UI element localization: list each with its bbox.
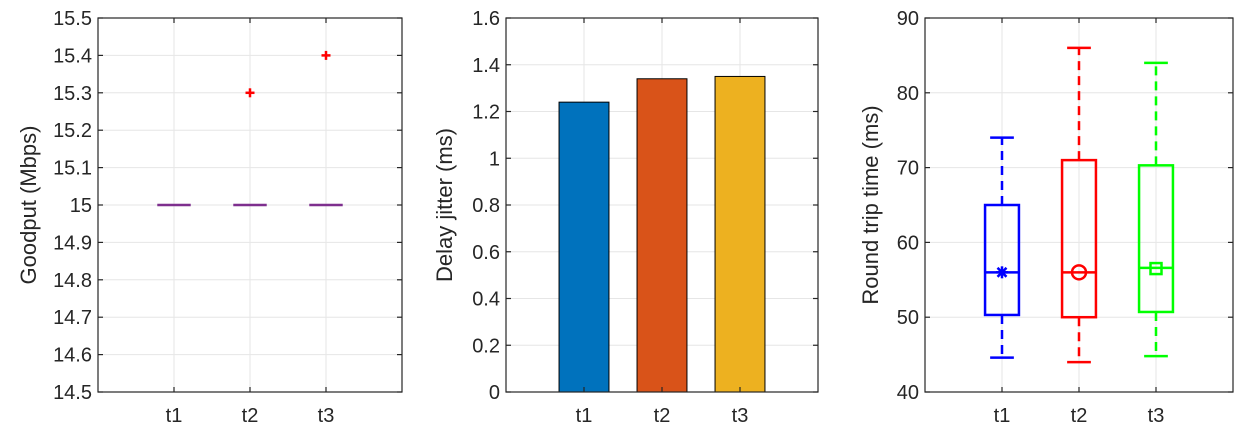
goodput-y-axis-label: Goodput (Mbps)	[16, 126, 41, 285]
box-t1-mean-marker-stroke	[996, 266, 1008, 278]
goodput-ticks: 14.5 14.6 14.7 14.8 14.9 15 15.1 15.2 15.3 15.4 15…	[53, 8, 402, 427]
jitter-ticks: 0 0.2 0.4 0.6 0.8 1 1.2 1.4 1.6 t1 t2 t3	[472, 8, 818, 427]
goodput-ytick-label: 15.1	[53, 158, 92, 180]
goodput-ytick-label: 15.2	[53, 120, 92, 142]
rtt-ytick-label: 60	[897, 232, 919, 254]
goodput-ytick-label: 14.6	[53, 345, 92, 367]
jitter-ytick-label: 0.8	[472, 195, 500, 217]
box-t2-iqr-box	[1060, 158, 1098, 319]
goodput-ytick-label: 15.4	[53, 45, 92, 67]
jitter-xtick-label: t3	[732, 405, 749, 427]
goodput-ytick-label: 15.5	[53, 8, 92, 30]
box-t3-mean-marker	[1149, 261, 1163, 276]
rtt-y-axis-label: Round trip time (ms)	[858, 105, 883, 304]
goodput-boxes	[157, 50, 343, 207]
jitter-ytick-label: 0.6	[472, 242, 500, 264]
box-t2-outlier	[245, 88, 255, 98]
jitter-ytick-label: 1.4	[472, 55, 500, 77]
delay-jitter-bar-panel: 0 0.2 0.4 0.6 0.8 1 1.2 1.4 1.6 t1 t2 t3 Delay jitt…	[432, 8, 819, 427]
rtt-ytick-label: 40	[897, 382, 919, 404]
bar-t1	[558, 101, 610, 393]
goodput-xtick-label: t1	[166, 405, 183, 427]
goodput-ytick-label: 15	[70, 195, 92, 217]
goodput-ytick-label: 14.9	[53, 232, 92, 254]
goodput-ytick-label: 14.5	[53, 382, 92, 404]
jitter-xtick-label: t2	[654, 405, 671, 427]
box-t1-iqr-box	[983, 203, 1021, 317]
goodput-ytick-label: 14.7	[53, 307, 92, 329]
jitter-ytick-label: 1.2	[472, 102, 500, 124]
goodput-ytick-label: 14.8	[53, 270, 92, 292]
rtt-xtick-label: t3	[1148, 405, 1165, 427]
rtt-ytick-label: 80	[897, 83, 919, 105]
rtt-xtick-label: t1	[994, 405, 1011, 427]
jitter-ytick-label: 0.4	[472, 289, 500, 311]
rtt-ytick-label: 90	[897, 8, 919, 30]
rtt-xtick-label: t2	[1071, 405, 1088, 427]
bar-t2	[636, 78, 688, 393]
rtt-ticks: 40 50 60 70 80 90 t1 t2 t3	[897, 8, 1233, 427]
rtt-ytick-label: 70	[897, 158, 919, 180]
goodput-boxplot-panel: 14.5 14.6 14.7 14.8 14.9 15 15.1 15.2 15.3 15.4 15…	[16, 8, 403, 427]
jitter-ytick-label: 1	[489, 148, 500, 170]
goodput-xtick-label: t3	[318, 405, 335, 427]
bar-t3	[714, 75, 766, 393]
jitter-y-axis-label: Delay jitter (ms)	[432, 128, 457, 282]
goodput-ytick-label: 15.3	[53, 83, 92, 105]
rtt-boxes	[983, 46, 1175, 364]
jitter-ytick-label: 1.6	[472, 8, 500, 30]
box-t3-iqr-box	[1137, 164, 1175, 314]
jitter-xtick-label: t1	[576, 405, 593, 427]
box-t1-mean-marker	[996, 266, 1008, 279]
jitter-ytick-label: 0	[489, 382, 500, 404]
rtt-ytick-label: 50	[897, 307, 919, 329]
box-t3-outlier	[321, 50, 331, 60]
jitter-bars	[558, 75, 766, 393]
rtt-boxplot-panel: 40 50 60 70 80 90 t1 t2 t3 Round trip time (ms)	[858, 8, 1234, 427]
goodput-xtick-label: t2	[242, 405, 259, 427]
jitter-ytick-label: 0.2	[472, 335, 500, 357]
box-t2-mean-marker	[1070, 264, 1088, 281]
